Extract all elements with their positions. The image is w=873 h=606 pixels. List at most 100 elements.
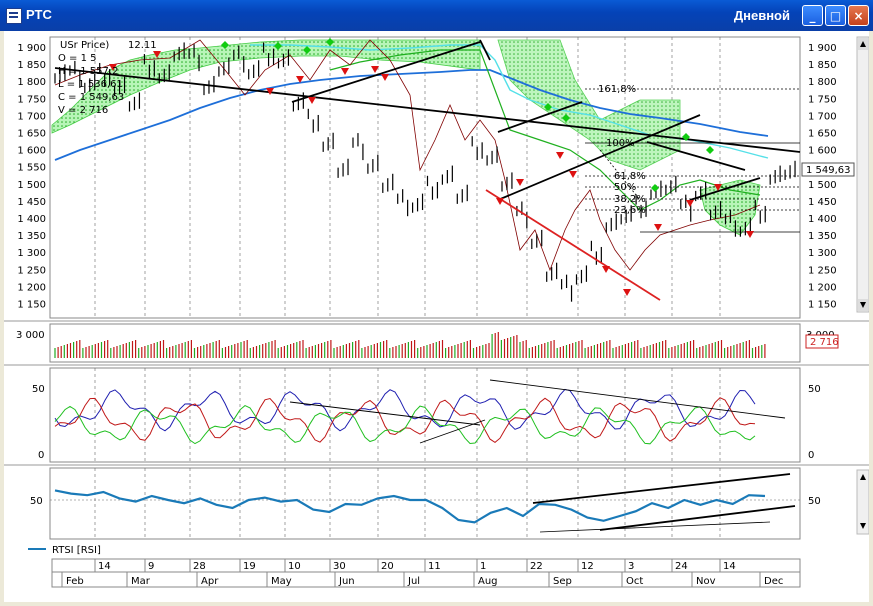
time-day-label: 30 xyxy=(333,561,346,572)
sell-marker xyxy=(341,68,349,75)
volume-bars xyxy=(54,332,766,358)
fib-label-1618: 161,8% xyxy=(598,84,636,95)
rsi-right-tick: 50 xyxy=(808,496,821,507)
trend-lines xyxy=(54,39,801,201)
rsi-scrollbar[interactable] xyxy=(856,469,870,535)
buy-marker xyxy=(682,133,690,141)
time-month-label: Feb xyxy=(66,576,84,587)
sell-marker xyxy=(623,289,631,296)
rsi-line xyxy=(54,489,766,524)
time-month-label: May xyxy=(271,576,292,587)
osc-right-tick-0: 0 xyxy=(808,450,814,461)
buy-marker xyxy=(562,114,570,122)
buy-marker xyxy=(706,146,714,154)
price-y-tick-right: 1 500 xyxy=(808,180,837,191)
time-day-label: 24 xyxy=(675,561,688,572)
period-label: Дневной xyxy=(733,8,790,23)
ma-dark-line xyxy=(54,39,761,272)
rsi-scroll-up-icon[interactable] xyxy=(860,474,866,480)
fib-levels xyxy=(585,88,800,233)
app-icon xyxy=(6,8,22,24)
sell-marker xyxy=(153,51,161,58)
vertical-gridlines xyxy=(94,37,721,539)
price-y-tick-right: 1 750 xyxy=(808,94,837,105)
time-day-label: 11 xyxy=(428,561,441,572)
sell-marker xyxy=(296,76,304,83)
sell-marker xyxy=(496,198,504,205)
price-y-tick-left: 1 550 xyxy=(17,163,46,174)
sell-marker xyxy=(569,171,577,178)
time-month-label: Apr xyxy=(201,576,219,587)
sell-marker xyxy=(654,224,662,231)
price-y-tick-left: 1 500 xyxy=(17,180,46,191)
maximize-button[interactable]: □ xyxy=(825,5,846,26)
price-bars xyxy=(54,42,796,302)
legend-line-2: O = 1 5 xyxy=(58,53,97,64)
sell-marker xyxy=(746,231,754,238)
scroll-down-icon[interactable] xyxy=(860,302,866,308)
ma-blue-line xyxy=(54,69,769,161)
title-bar[interactable]: РТС Дневной _ □ × xyxy=(0,0,873,31)
price-y-tick-right: 1 250 xyxy=(808,265,837,276)
buy-marker xyxy=(326,38,334,46)
price-y-tick-left: 1 450 xyxy=(17,197,46,208)
osc-left-tick-50: 50 xyxy=(32,384,45,395)
ma-green-line xyxy=(329,49,761,211)
price-y-tick-right: 1 150 xyxy=(808,300,837,311)
price-y-tick-left: 1 650 xyxy=(17,129,46,140)
volume-last-value: 2 716 xyxy=(810,337,839,348)
price-y-tick-left: 1 800 xyxy=(17,77,46,88)
time-month-label: Aug xyxy=(478,576,498,587)
legend-line-0: USr Price) xyxy=(60,40,109,51)
chart-area: 1 900 1 850 1 800 1 750 1 700 1 650 1 600 1 550… xyxy=(4,31,870,602)
time-month-label: Jun xyxy=(338,576,355,587)
osc-right-tick-50: 50 xyxy=(808,384,821,395)
fib-label-236: 23,6% xyxy=(614,205,646,216)
fib-label-50: 50% xyxy=(614,182,636,193)
price-y-tick-right: 1 400 xyxy=(808,214,837,225)
time-day-label: 28 xyxy=(193,561,206,572)
price-y-tick-right: 1 650 xyxy=(808,129,837,140)
buy-marker xyxy=(651,184,659,192)
sell-marker xyxy=(371,66,379,73)
time-month-label: Mar xyxy=(131,576,151,587)
time-day-label: 12 xyxy=(581,561,594,572)
sell-marker xyxy=(266,88,274,95)
window-title: РТС xyxy=(26,7,52,22)
volume-last-box xyxy=(805,334,839,349)
time-day-label: 10 xyxy=(288,561,301,572)
price-y-tick-right: 1 900 xyxy=(808,43,837,54)
sell-marker xyxy=(686,200,694,207)
scroll-up-icon[interactable] xyxy=(860,41,866,47)
buy-marker xyxy=(221,41,229,49)
buy-marker xyxy=(274,42,282,50)
time-day-label: 14 xyxy=(723,561,736,572)
price-y-tick-right: 1 450 xyxy=(808,197,837,208)
time-month-label: Sep xyxy=(553,576,572,587)
time-day-label: 19 xyxy=(243,561,256,572)
sell-marker xyxy=(381,74,389,81)
price-y-tick-left: 1 400 xyxy=(17,214,46,225)
sell-marker xyxy=(109,64,117,71)
sell-marker xyxy=(714,184,722,191)
time-day-label: 1 xyxy=(480,561,486,572)
price-y-tick-left: 1 600 xyxy=(17,146,46,157)
minimize-button[interactable]: _ xyxy=(802,5,823,26)
volume-left-tick: 3 000 xyxy=(16,330,45,341)
sell-marker xyxy=(556,152,564,159)
price-y-tick-left: 1 350 xyxy=(17,231,46,242)
fib-label-100: 100% xyxy=(606,138,635,149)
price-y-tick-right: 1 800 xyxy=(808,77,837,88)
buy-marker xyxy=(303,46,311,54)
rsi-scroll-down-icon[interactable] xyxy=(860,523,866,529)
price-y-tick-right: 1 200 xyxy=(808,282,837,293)
time-day-label: 22 xyxy=(530,561,543,572)
sell-marker xyxy=(602,266,610,273)
price-scrollbar[interactable] xyxy=(856,36,870,313)
legend-line-5: C = 1 549,63 xyxy=(58,92,124,103)
legend-line-6: V = 2 716 xyxy=(58,105,108,116)
price-y-tick-right: 1 850 xyxy=(808,60,837,71)
close-button[interactable]: × xyxy=(848,5,869,26)
